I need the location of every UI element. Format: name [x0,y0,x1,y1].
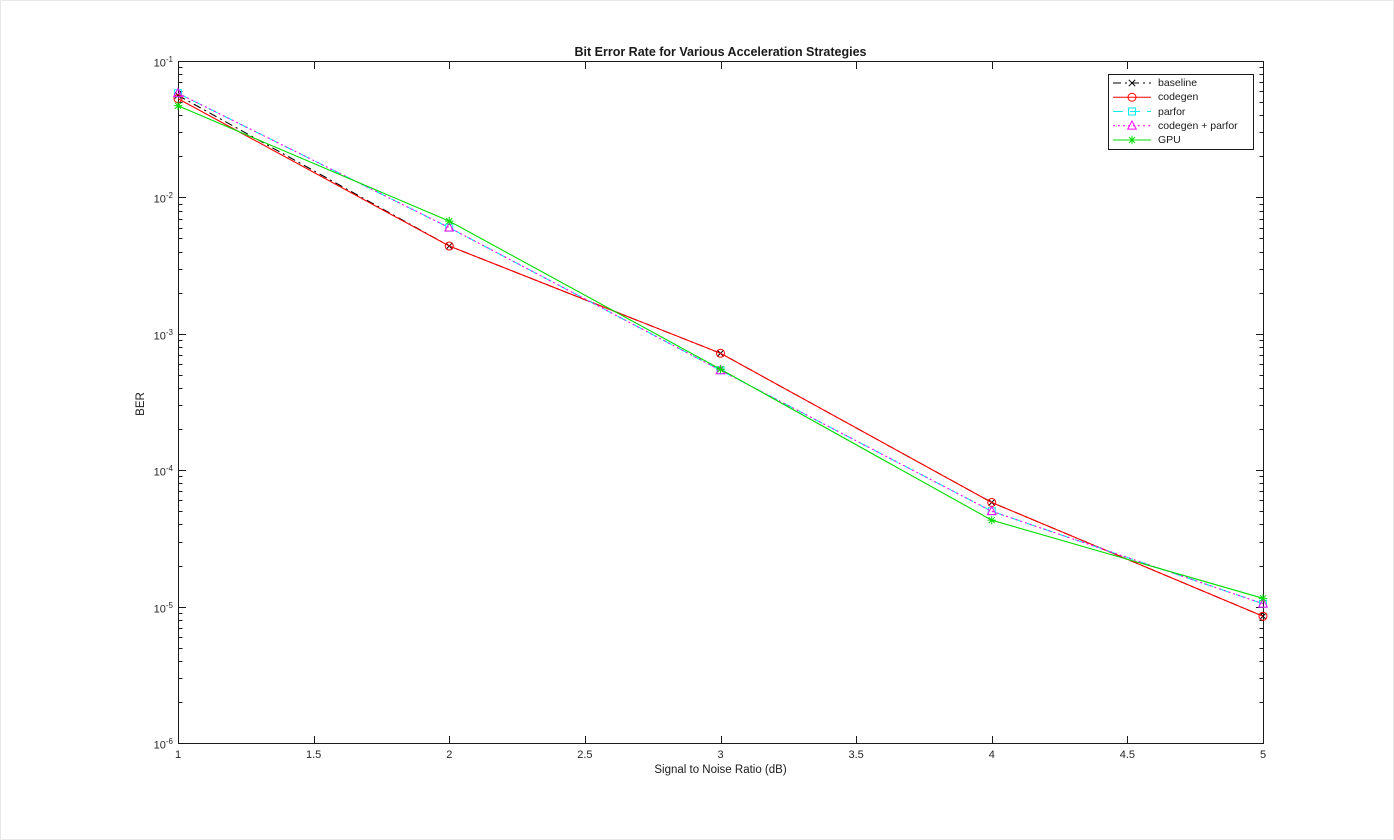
marker-x [1128,79,1136,87]
marker-triangle [444,221,455,232]
marker-asterisk [1127,135,1137,145]
series-markers-GPU [173,101,1268,603]
marker-asterisk [445,216,454,226]
x-tick-label: 1 [174,749,182,761]
series-markers-codegen-parfor [172,87,1269,608]
x-tick-label: 3 [717,749,724,761]
marker-square [1128,107,1136,116]
legend-entry-label: codegen [1158,91,1199,104]
marker-circle [444,241,454,251]
x-tick-label: 4.5 [1119,749,1136,761]
y-tick-label: 10-6 [153,737,173,752]
x-tick-label: 2 [446,749,453,761]
marker-circle [716,348,725,358]
series-line-GPU [177,105,1264,599]
marker-asterisk [716,365,725,374]
marker-circle [1127,92,1137,102]
marker-triangle [172,87,184,98]
marker-circle [1258,611,1268,621]
series-line-codegen-parfor [177,92,1264,605]
y-tick-label: 10-3 [153,327,173,343]
legend-entry-label: codegen + parfor [1158,119,1238,132]
legend-entry-label: parfor [1158,105,1186,118]
marker-x [1259,612,1267,620]
legend-entry-label: baseline [1158,77,1198,89]
legend [1108,74,1254,150]
marker-asterisk [1258,594,1268,603]
marker-asterisk [173,101,183,110]
x-tick-label: 4 [988,749,995,761]
marker-asterisk [987,515,996,525]
series-line-parfor [177,92,1264,605]
y-tick-label: 10-2 [153,191,173,207]
marker-triangle [1257,597,1269,608]
chart-title: Bit Error Rate for Various Acceleration … [574,45,867,59]
y-tick-label: 10-1 [153,55,173,70]
axis-ticks [178,61,1264,744]
marker-triangle [1126,119,1138,130]
y-tick-label: 10-5 [153,600,173,616]
y-tick-label: 10-4 [153,464,173,479]
plot-box [178,61,1264,744]
series-line-codegen [177,98,1264,617]
x-tick-label: 5 [1259,749,1267,761]
x-tick-label: 3.5 [848,749,864,761]
y-axis-label: BER [135,392,147,416]
x-tick-label: 2.5 [577,749,593,761]
series-markers-baseline [174,91,1267,620]
marker-triangle [986,505,997,516]
series-markers-parfor [174,89,1267,608]
x-tick-label: 1.5 [305,749,322,761]
legend-entry-label: GPU [1158,134,1181,146]
x-axis-label: Signal to Noise Ratio (dB) [654,764,787,776]
